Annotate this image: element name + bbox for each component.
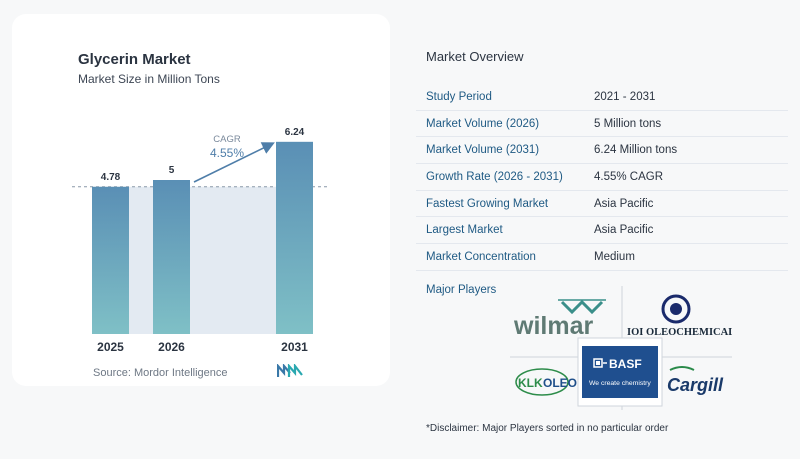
wilmar-logo-text: wilmar	[513, 312, 593, 340]
bar-2026	[153, 180, 190, 334]
overview-value: 6.24 Million tons	[594, 144, 678, 157]
overview-value: Asia Pacific	[594, 197, 654, 210]
overview-value: Medium	[594, 250, 635, 263]
chart-subtitle: Market Size in Million Tons	[78, 72, 220, 86]
overview-label: Market Concentration	[426, 250, 536, 263]
overview-value: Asia Pacific	[594, 224, 654, 237]
overview-row: Market Volume (2026) 5 Million tons	[416, 111, 788, 138]
bar-2031	[276, 141, 313, 334]
basf-logo: BASF We create chemistry	[577, 337, 663, 407]
major-players-label: Major Players	[426, 284, 497, 296]
overview-table: Study Period 2021 - 2031 Market Volume (…	[416, 84, 788, 271]
klk-oleo-logo: KLK OLEO	[515, 368, 577, 396]
data-label-2031: 6.24	[285, 127, 305, 138]
data-label-2025: 4.78	[101, 172, 121, 183]
cagr-value: 4.55%	[210, 146, 244, 160]
overview-label: Market Volume (2026)	[426, 117, 540, 130]
overview-value: 4.55% CAGR	[594, 170, 664, 183]
overview-label: Study Period	[426, 90, 492, 103]
disclaimer-text: *Disclaimer: Major Players sorted in no …	[426, 423, 669, 434]
x-tick-2031: 2031	[281, 340, 308, 354]
ioi-logo-text: IOI OLEOCHEMICAL	[627, 327, 732, 338]
cagr-label: CAGR	[213, 134, 241, 145]
mordor-logo-icon	[277, 364, 303, 377]
overview-value: 5 Million tons	[594, 117, 662, 130]
chart-card: 4.78 2025 5 2026 6.24 2031 CAGR 4.55% Glycerin …	[12, 14, 390, 386]
overview-label: Market Volume (2031)	[426, 144, 540, 157]
major-players-logos: wilmar IOI OLEOCHEMICAL KLK OLEO BASF We…	[510, 286, 732, 410]
chart-title: Glycerin Market	[78, 51, 191, 68]
cargill-logo-text: Cargill	[667, 375, 724, 395]
data-label-2026: 5	[169, 165, 175, 176]
ioi-logo: IOI OLEOCHEMICAL	[627, 294, 732, 338]
cargill-logo: Cargill	[667, 366, 724, 395]
x-tick-2026: 2026	[158, 340, 185, 354]
overview-label: Fastest Growing Market	[426, 197, 549, 210]
basf-tagline-text: We create chemistry	[589, 380, 651, 387]
overview-row: Growth Rate (2026 - 2031) 4.55% CAGR	[416, 164, 788, 191]
basf-logo-text: BASF	[609, 357, 642, 371]
overview-row: Market Volume (2031) 6.24 Million tons	[416, 137, 788, 165]
overview-label: Growth Rate (2026 - 2031)	[426, 170, 563, 183]
wilmar-logo: wilmar	[513, 299, 606, 340]
overview-row: Study Period 2021 - 2031	[416, 84, 788, 111]
oleo-logo-text: OLEO	[543, 376, 577, 390]
bar-2025	[92, 186, 129, 334]
source-label: Source: Mordor Intelligence	[93, 367, 228, 379]
cagr-arrow	[193, 142, 275, 183]
klk-logo-text: KLK	[518, 376, 543, 390]
overview-row: Market Concentration Medium	[416, 244, 788, 271]
overview-title: Market Overview	[426, 49, 524, 64]
overview-value: 2021 - 2031	[594, 90, 656, 103]
overview-row: Fastest Growing Market Asia Pacific	[416, 191, 788, 218]
overview-label: Largest Market	[426, 224, 503, 237]
x-tick-2025: 2025	[97, 340, 124, 354]
overview-row: Largest Market Asia Pacific	[416, 217, 788, 245]
